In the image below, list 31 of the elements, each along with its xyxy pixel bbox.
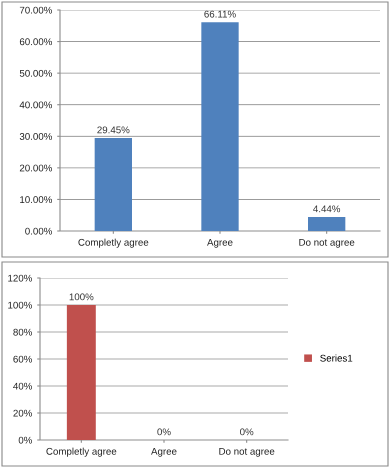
bar [201,22,239,231]
y-tick-label: 80% [13,328,32,336]
x-tick-label: Do not agree [219,448,274,457]
x-tick-label: Completly agree [78,238,148,248]
data-label: 29.45% [97,126,130,134]
legend-label: Series1 [320,354,352,362]
y-tick-label: 30.00% [20,133,52,140]
y-tick-label: 60% [13,356,32,363]
y-tick-label: 20% [13,410,32,417]
text: 100% [70,293,94,300]
x-tick-label: Agree [207,238,233,248]
bar [94,138,132,231]
text: 0% [240,428,254,436]
y-tick-label: 10.00% [20,196,52,204]
data-label: 4.44% [313,205,340,212]
y-tick-label: 60.00% [20,38,52,46]
y-tick-label: 40% [13,382,32,390]
y-tick-label: 100% [8,302,32,309]
y-tick-label: 0.00% [25,228,52,235]
y-tick-label: 120% [8,274,32,282]
y-tick-label: 20.00% [20,164,52,172]
bar [308,216,346,231]
y-tick-label: 0% [18,436,32,444]
y-tick-label: 50.00% [20,70,52,77]
x-tick-label: Agree [151,448,177,457]
text: 0% [157,428,171,436]
y-tick-label: 70.00% [20,6,52,14]
y-tick-label: 40.00% [20,101,52,108]
data-label: 66.11% [204,10,236,18]
x-tick-label: Completly agree [46,448,116,457]
x-tick-label: Do not agree [299,238,354,248]
